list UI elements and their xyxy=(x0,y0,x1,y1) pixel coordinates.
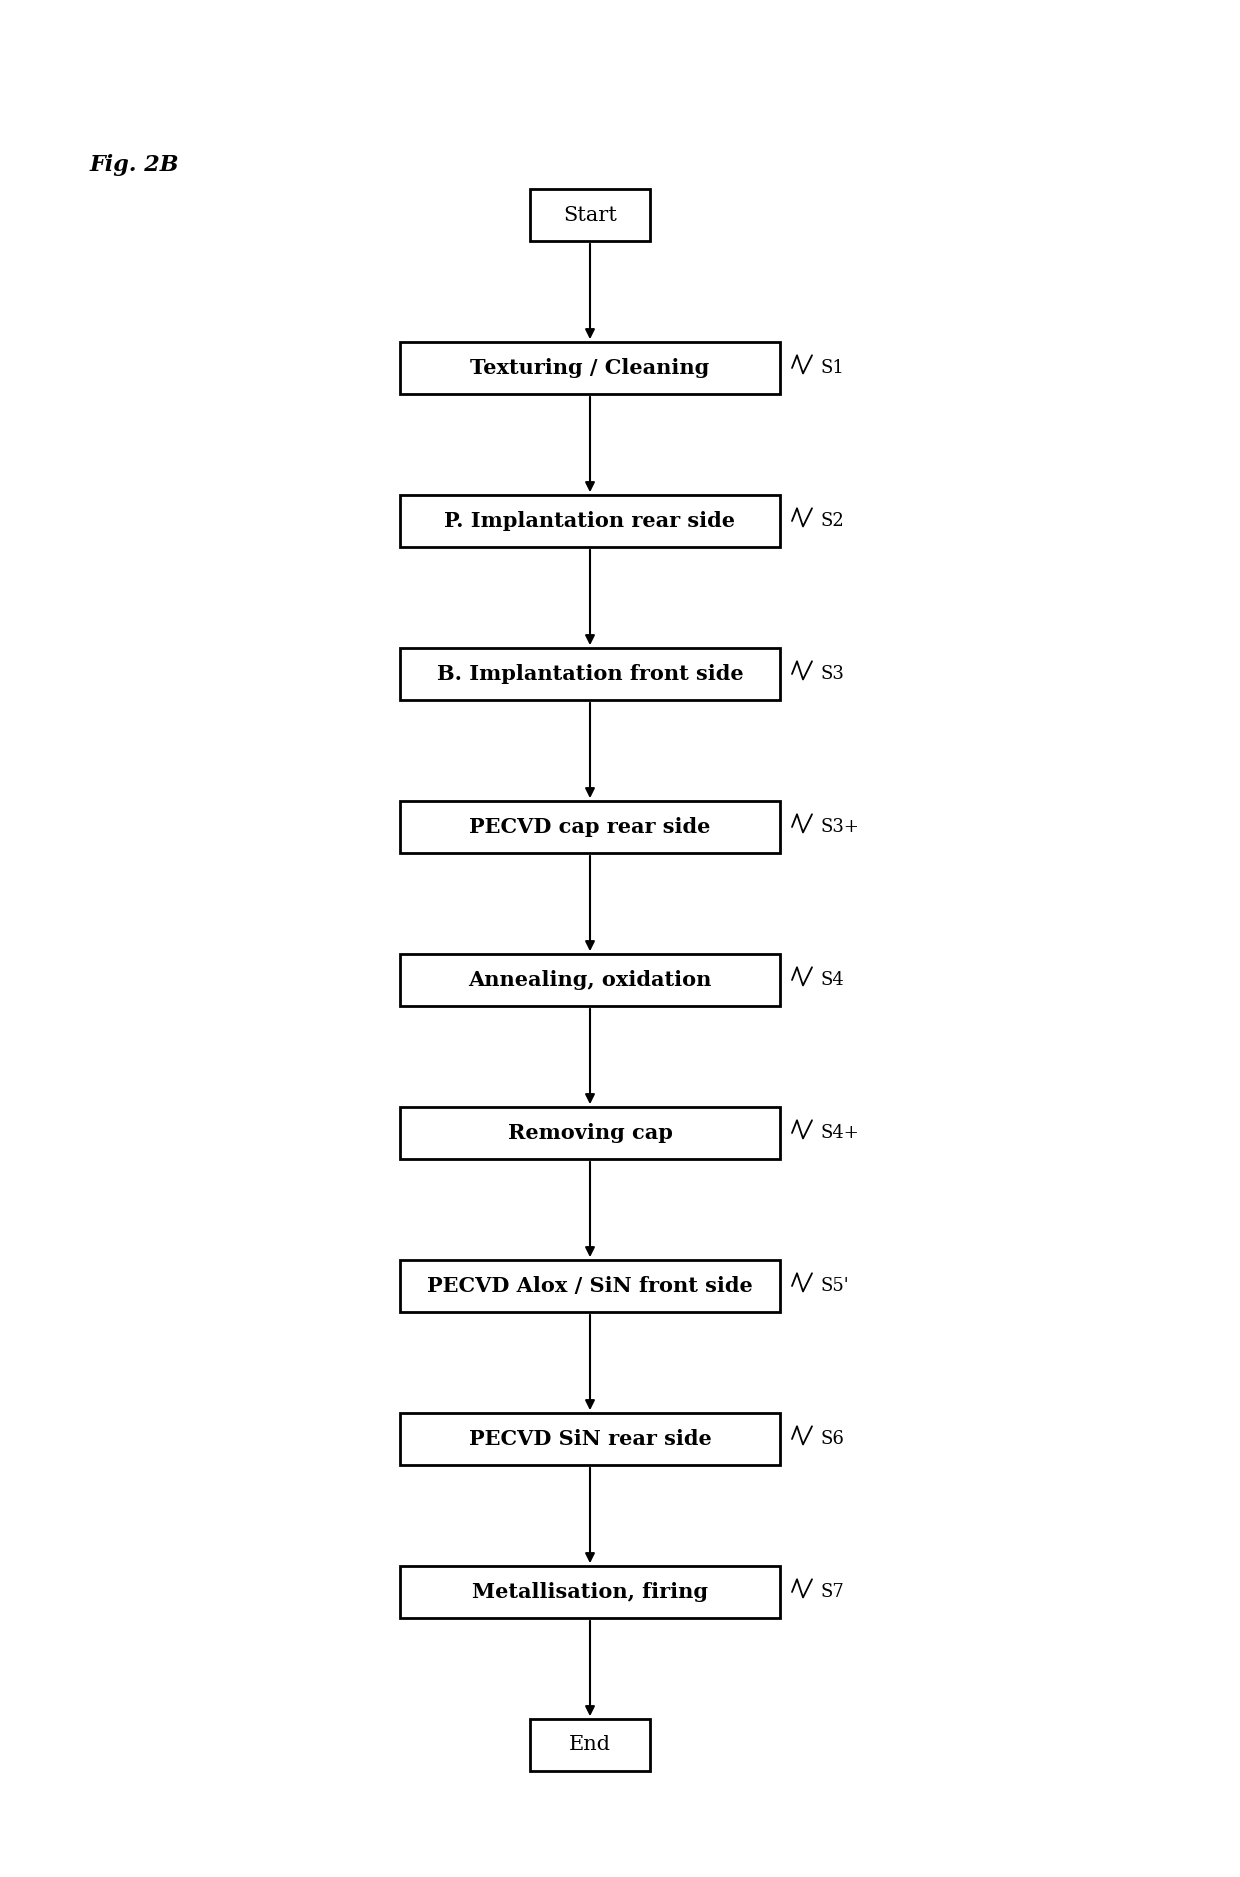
Text: P. Implantation rear side: P. Implantation rear side xyxy=(444,511,735,531)
Text: Metallisation, firing: Metallisation, firing xyxy=(472,1582,708,1601)
Text: S2: S2 xyxy=(820,512,843,529)
Text: Fig. 2B: Fig. 2B xyxy=(91,154,180,176)
Bar xyxy=(529,190,650,240)
Bar xyxy=(401,1565,780,1618)
Text: Annealing, oxidation: Annealing, oxidation xyxy=(469,970,712,989)
Text: PECVD SiN rear side: PECVD SiN rear side xyxy=(469,1428,712,1449)
Text: S5': S5' xyxy=(820,1276,848,1295)
Text: B. Implantation front side: B. Implantation front side xyxy=(436,664,743,683)
Text: End: End xyxy=(569,1736,611,1755)
Text: S7: S7 xyxy=(820,1582,843,1601)
Bar xyxy=(401,342,780,394)
Text: S4: S4 xyxy=(820,970,843,989)
Text: S3: S3 xyxy=(820,664,844,683)
Text: S3+: S3+ xyxy=(820,818,859,835)
Bar xyxy=(401,801,780,852)
Bar xyxy=(401,496,780,546)
Bar xyxy=(401,1107,780,1158)
Text: Start: Start xyxy=(563,205,618,225)
Bar xyxy=(529,1719,650,1772)
Bar xyxy=(401,954,780,1006)
Bar xyxy=(401,1259,780,1312)
Text: Texturing / Cleaning: Texturing / Cleaning xyxy=(470,359,709,377)
Bar xyxy=(401,1413,780,1466)
Text: Removing cap: Removing cap xyxy=(507,1122,672,1143)
Text: S6: S6 xyxy=(820,1430,844,1447)
Text: PECVD Alox / SiN front side: PECVD Alox / SiN front side xyxy=(427,1276,753,1295)
Text: S1: S1 xyxy=(820,359,844,377)
Text: PECVD cap rear side: PECVD cap rear side xyxy=(469,816,711,837)
Bar xyxy=(401,648,780,700)
Text: S4+: S4+ xyxy=(820,1124,859,1141)
